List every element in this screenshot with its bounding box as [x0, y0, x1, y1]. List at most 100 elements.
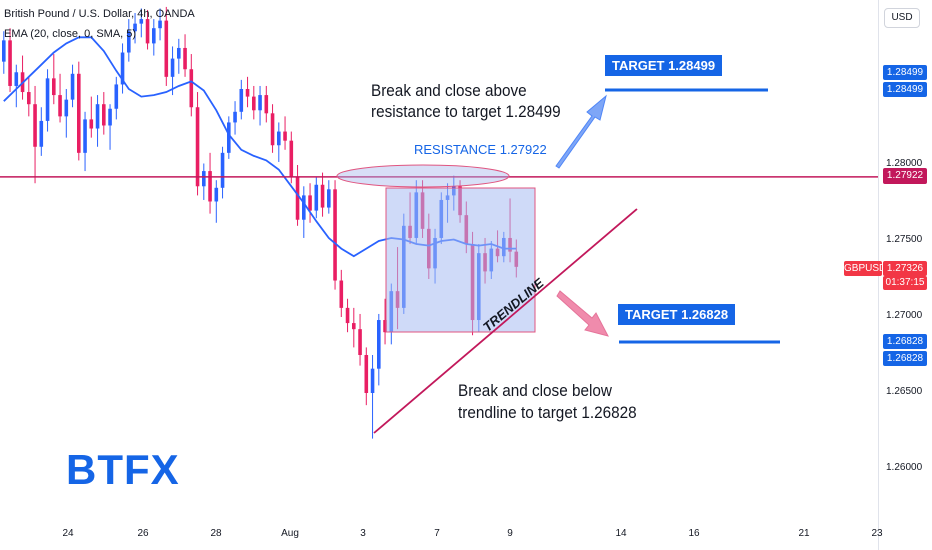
candle-bullish	[139, 19, 144, 24]
consolidation-box	[385, 187, 536, 333]
candle-bullish	[14, 72, 19, 86]
target-up-label: TARGET 1.28499	[605, 55, 723, 76]
time-tick: Aug	[281, 528, 299, 539]
candle-bullish	[302, 195, 306, 220]
candle-bullish	[95, 104, 100, 129]
time-tick: 28	[210, 528, 222, 539]
lower-note-line-2: trendline to target 1.26828	[458, 403, 637, 422]
candle-bearish	[102, 104, 106, 126]
candle-bullish	[327, 189, 331, 208]
trendline	[373, 208, 638, 434]
candle-bearish	[58, 95, 62, 117]
candle-bullish	[227, 122, 231, 153]
time-tick: 16	[688, 528, 700, 539]
candle-bullish	[120, 52, 125, 85]
candle-bullish	[152, 28, 156, 44]
candle-bullish	[108, 108, 112, 126]
target-up-price-tag: 1.28499	[883, 82, 927, 97]
candle-bearish	[52, 78, 56, 96]
candle-bullish	[64, 99, 69, 117]
candle-bearish	[320, 184, 325, 208]
price-tick: 1.27500	[886, 234, 923, 245]
candle-bullish	[233, 111, 237, 123]
candle-bearish	[339, 280, 344, 308]
candle-bullish	[2, 40, 6, 62]
candle-bullish	[258, 95, 262, 111]
candle-bearish	[308, 195, 312, 211]
candle-bearish	[383, 320, 387, 333]
btfx-logo: BTFX	[66, 446, 180, 493]
time-tick: 21	[798, 528, 810, 539]
candle-bullish	[39, 120, 44, 147]
price-tick: 1.27000	[886, 310, 923, 321]
candle-bearish	[8, 40, 12, 86]
target-down-label: TARGET 1.26828	[618, 304, 736, 325]
candle-bearish	[358, 329, 362, 355]
lower-note-line-1: Break and close below	[458, 381, 612, 400]
time-tick: 26	[137, 528, 149, 539]
candle-bearish	[345, 307, 350, 324]
candle-bullish	[239, 89, 244, 112]
upper-note-line-2: resistance to target 1.28499	[371, 102, 561, 121]
candle-bullish	[83, 119, 87, 153]
candle-bearish	[33, 104, 37, 147]
candle-bearish	[27, 92, 31, 105]
time-tick: 9	[507, 528, 513, 539]
upper-note-line-1: Break and close above	[371, 81, 527, 100]
candle-bullish	[177, 47, 181, 59]
candle-bullish	[314, 184, 319, 211]
resistance-price-tag: 1.27922	[883, 168, 927, 184]
candle-bullish	[377, 320, 381, 369]
candle-bullish	[45, 78, 50, 121]
indicator-legend: EMA (20, close, 0, SMA, 5)	[4, 28, 137, 40]
candle-bearish	[252, 96, 256, 111]
price-tick: 1.26000	[886, 462, 923, 473]
arrow-up-shape	[555, 94, 607, 169]
symbol-title: British Pound / U.S. Dollar, 4h, OANDA	[4, 8, 195, 20]
candle-bullish	[158, 20, 162, 29]
current-price-tag: 1.27326	[883, 261, 927, 276]
candle-bearish	[89, 119, 94, 129]
candle-countdown-tag: 01:37:15	[883, 276, 927, 290]
symbol-price-tag: GBPUSD	[844, 261, 887, 276]
candle-bearish	[183, 47, 187, 70]
candle-bullish	[114, 84, 119, 109]
candle-bearish	[333, 189, 337, 281]
resistance-ellipse	[336, 164, 510, 188]
target-down-price-tag: 1.26828	[883, 351, 927, 366]
candle-bullish	[277, 131, 281, 146]
candle-bearish	[289, 140, 294, 178]
candle-bullish	[70, 73, 75, 100]
price-tick: 1.26500	[886, 386, 923, 397]
time-tick: 23	[871, 528, 883, 539]
candle-bearish	[352, 323, 356, 330]
candle-bearish	[208, 171, 212, 202]
candle-bearish	[145, 19, 150, 44]
resistance-label: RESISTANCE 1.27922	[414, 142, 547, 157]
candle-bullish	[220, 152, 225, 188]
time-tick: 7	[434, 528, 440, 539]
candle-bearish	[264, 95, 269, 114]
candle-bullish	[133, 23, 137, 32]
time-tick: 24	[62, 528, 74, 539]
candle-bearish	[283, 131, 287, 141]
candle-bearish	[364, 355, 369, 393]
arrow-down-shape	[556, 290, 609, 337]
candle-bullish	[370, 368, 375, 393]
candle-bearish	[77, 73, 81, 153]
candle-bearish	[270, 113, 275, 146]
candle-bearish	[189, 69, 194, 108]
time-tick: 3	[360, 528, 366, 539]
candle-bearish	[295, 177, 300, 220]
time-tick: 14	[615, 528, 627, 539]
candle-bearish	[245, 89, 250, 97]
candle-bullish	[170, 58, 175, 77]
target-down-price-tag: 1.26828	[883, 334, 927, 349]
candle-bullish	[127, 31, 131, 53]
currency-selector[interactable]: USD	[884, 8, 920, 28]
candle-bearish	[195, 107, 200, 187]
target-up-price-tag: 1.28499	[883, 65, 927, 80]
candle-bullish	[202, 171, 206, 187]
